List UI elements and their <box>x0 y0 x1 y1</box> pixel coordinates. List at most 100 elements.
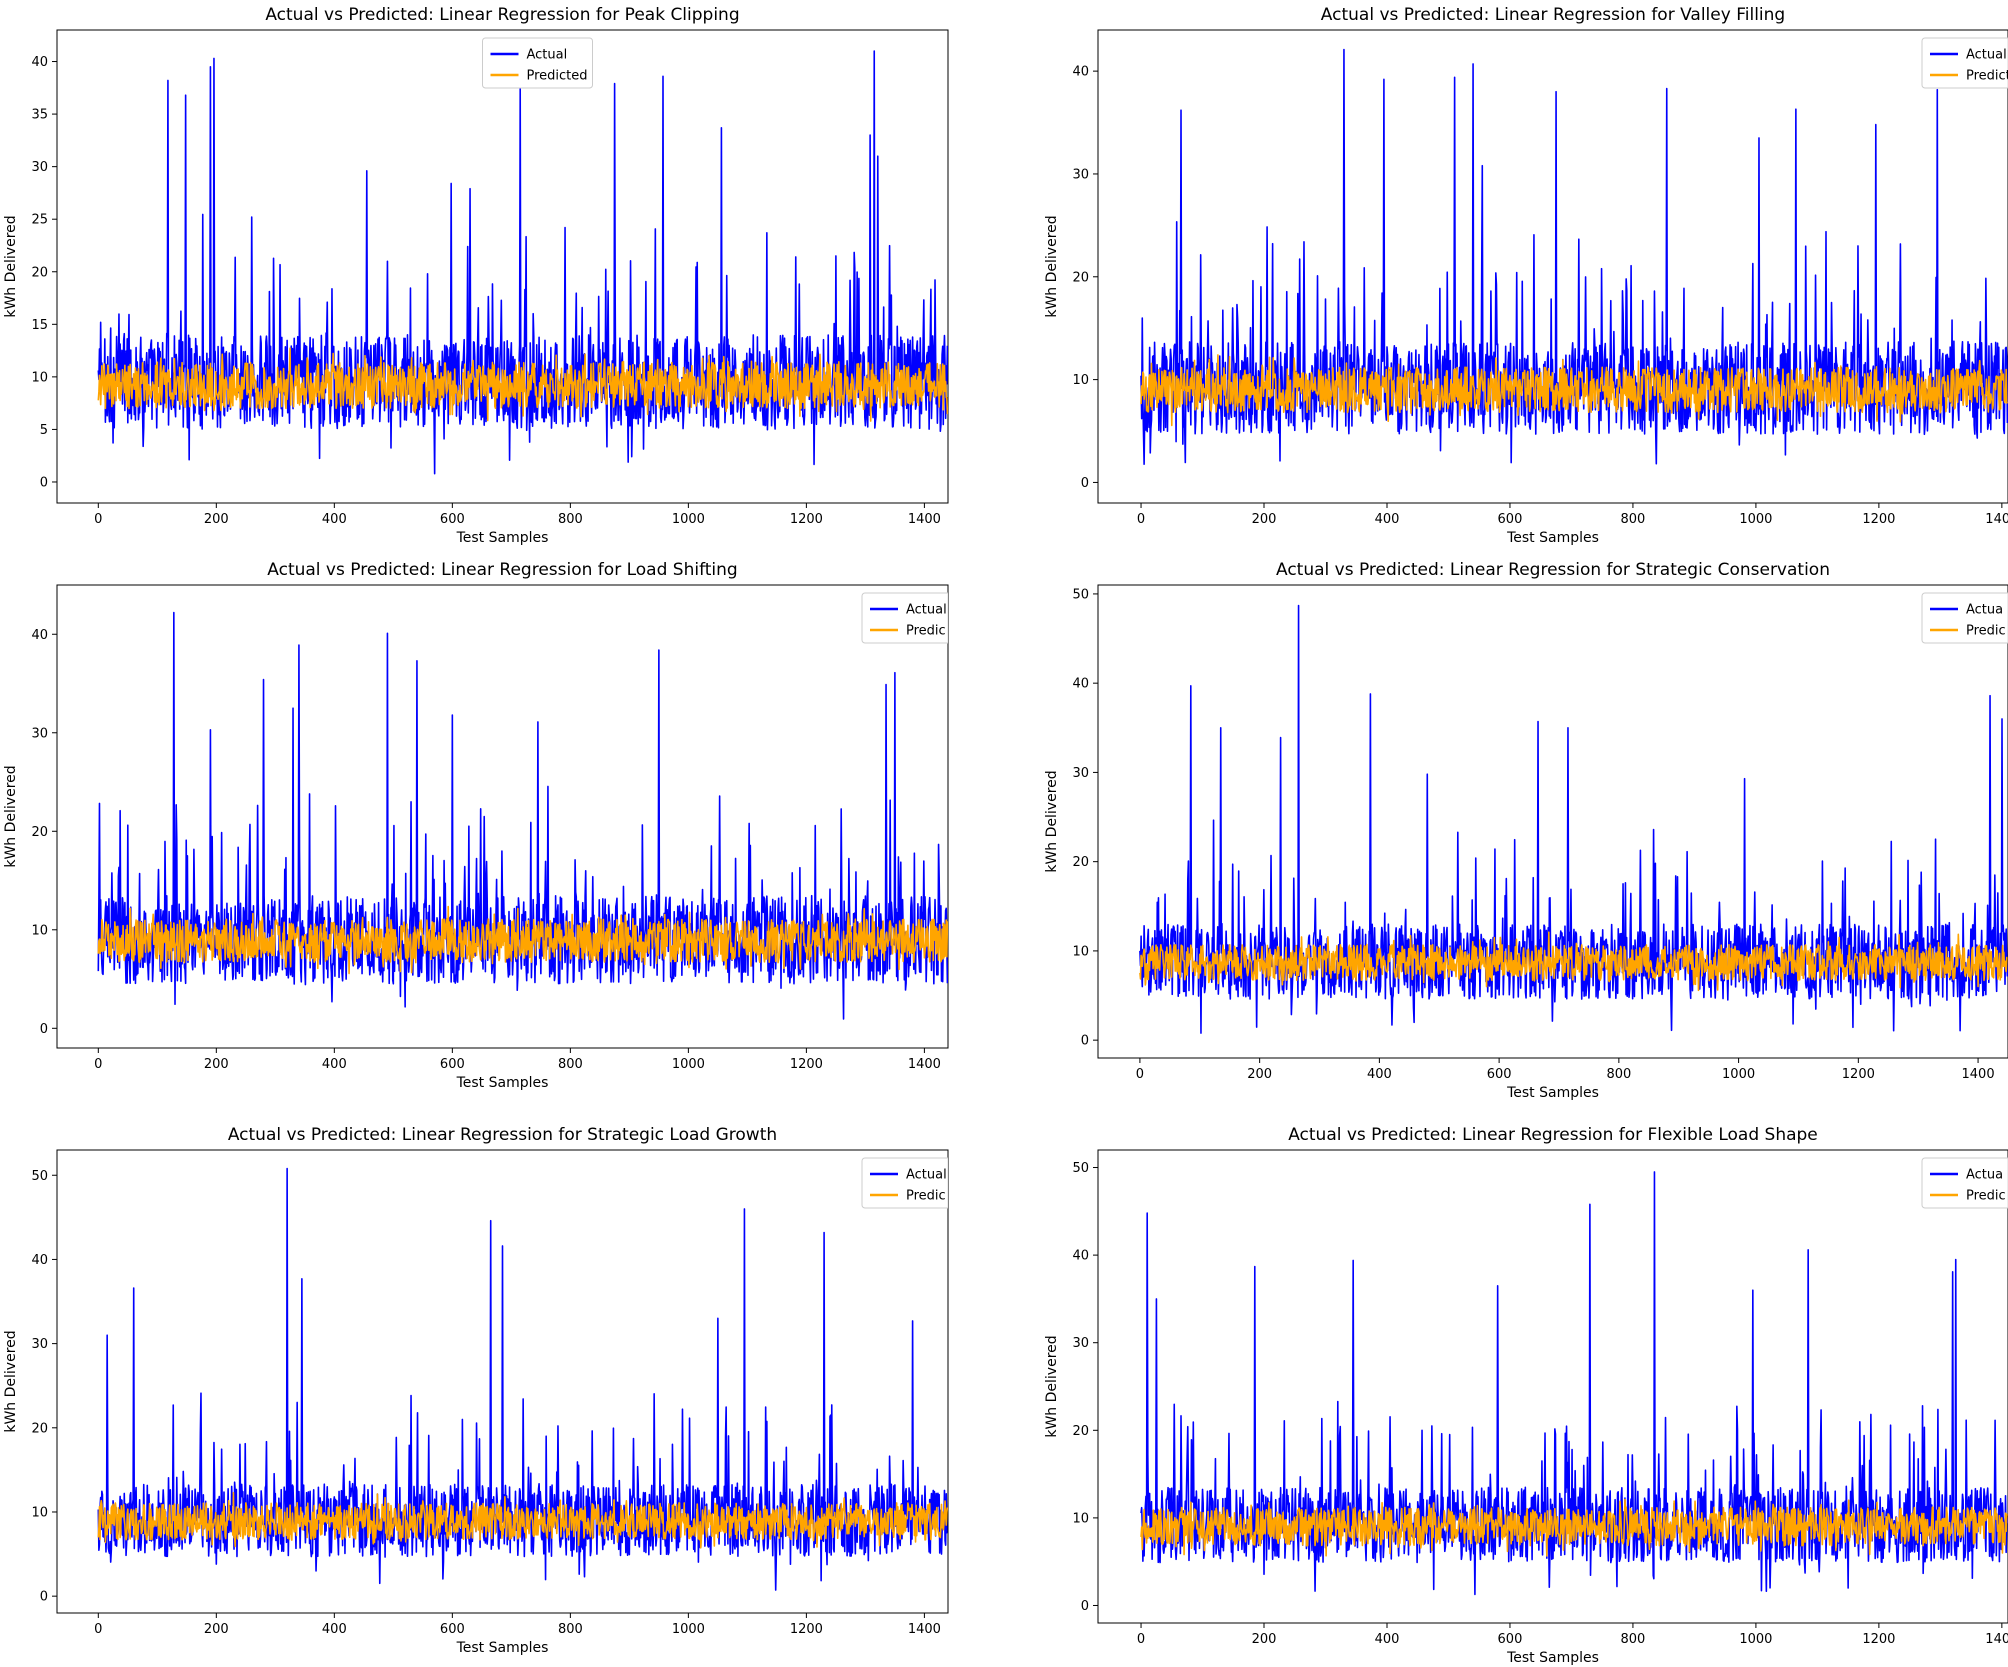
y-tick-label: 50 <box>1072 1161 1089 1176</box>
plot-frame <box>56 1149 949 1614</box>
legend-label-1: Predic <box>1966 624 2006 639</box>
x-axis-label: Test Samples <box>1506 530 1599 546</box>
y-axis-label: kWh Delivered <box>1044 1335 1060 1437</box>
x-tick-label: 600 <box>440 512 465 527</box>
series-line-predic <box>97 1491 948 1549</box>
y-tick-label: 40 <box>31 55 48 70</box>
x-tick-label: 400 <box>322 1057 347 1072</box>
x-tick-label: 200 <box>204 1622 229 1637</box>
subplot-strategic-conservation: Actual vs Predicted: Linear Regression f… <box>1044 560 2008 1101</box>
legend: Actual Predicted <box>482 37 593 89</box>
y-tick-label: 20 <box>1072 1424 1089 1439</box>
x-tick-label: 600 <box>440 1057 465 1072</box>
x-tick-label: 400 <box>322 512 347 527</box>
x-tick-label: 1000 <box>672 512 705 527</box>
x-tick-label: 400 <box>1375 512 1400 527</box>
plot-frame <box>56 584 949 1049</box>
x-axis-label: Test Samples <box>1506 1650 1599 1666</box>
x-tick-label: 800 <box>1621 1632 1646 1647</box>
subplot-flexible-load-shape: Actual vs Predicted: Linear Regression f… <box>1044 1125 2008 1666</box>
y-tick-label: 50 <box>1072 587 1089 602</box>
y-tick-label: 40 <box>1072 677 1089 692</box>
x-tick-label: 1400 <box>908 512 941 527</box>
legend-label-0: Actual <box>1966 48 2007 63</box>
legend: Actua Predic <box>1921 1157 2008 1209</box>
x-axis-label: Test Samples <box>456 530 549 546</box>
y-axis-label: kWh Delivered <box>3 215 19 317</box>
x-tick-label: 800 <box>1621 512 1646 527</box>
x-tick-label: 1400 <box>1985 1632 2008 1647</box>
legend-label-0: Actua <box>1966 603 2003 618</box>
x-axis-label: Test Samples <box>1506 1085 1599 1101</box>
y-tick-label: 30 <box>1072 1336 1089 1351</box>
y-tick-label: 40 <box>1072 1249 1089 1264</box>
y-axis-label: kWh Delivered <box>3 765 19 867</box>
x-tick-label: 600 <box>1498 512 1523 527</box>
x-tick-label: 400 <box>1375 1632 1400 1647</box>
plot-frame <box>1097 1149 2008 1624</box>
legend-label-1: Predicte <box>1966 69 2008 84</box>
y-axis-label: kWh Delivered <box>3 1330 19 1432</box>
legend-label-1: Predic <box>1966 1189 2006 1204</box>
x-tick-label: 200 <box>1247 1067 1272 1082</box>
subplot-load-shifting: Actual vs Predicted: Linear Regression f… <box>3 560 949 1091</box>
series-line-predicte <box>1140 354 2008 427</box>
series-line-predic <box>1139 931 2008 992</box>
x-tick-label: 800 <box>558 512 583 527</box>
x-tick-label: 1400 <box>1985 512 2008 527</box>
x-tick-label: 600 <box>440 1622 465 1637</box>
x-tick-label: 200 <box>1252 1632 1277 1647</box>
y-tick-label: 30 <box>31 726 48 741</box>
series-line-predic <box>1140 1498 2008 1557</box>
x-tick-label: 200 <box>1252 512 1277 527</box>
y-tick-label: 10 <box>31 923 48 938</box>
y-tick-label: 30 <box>31 160 48 175</box>
y-tick-label: 10 <box>1072 944 1089 959</box>
y-tick-label: 0 <box>1081 1599 1089 1614</box>
y-tick-label: 10 <box>1072 373 1089 388</box>
chart-title: Actual vs Predicted: Linear Regression f… <box>1276 560 1830 580</box>
y-tick-label: 40 <box>31 1253 48 1268</box>
x-axis-label: Test Samples <box>456 1640 549 1656</box>
x-tick-label: 0 <box>94 1057 102 1072</box>
x-tick-label: 0 <box>1137 512 1145 527</box>
legend-label-1: Predic <box>906 1189 946 1204</box>
x-tick-label: 600 <box>1498 1632 1523 1647</box>
x-tick-label: 800 <box>1606 1067 1631 1082</box>
x-tick-label: 1400 <box>908 1057 941 1072</box>
chart-title: Actual vs Predicted: Linear Regression f… <box>1321 5 1785 25</box>
subplot-strategic-load-growth: Actual vs Predicted: Linear Regression f… <box>3 1125 949 1656</box>
plot-frame <box>1097 29 2008 504</box>
chart-title: Actual vs Predicted: Linear Regression f… <box>267 560 737 580</box>
x-tick-label: 400 <box>322 1622 347 1637</box>
y-tick-label: 40 <box>31 628 48 643</box>
y-tick-label: 35 <box>31 108 48 123</box>
x-tick-label: 1200 <box>790 512 823 527</box>
legend-label-1: Predicted <box>527 69 588 84</box>
x-tick-label: 0 <box>1136 1067 1144 1082</box>
y-tick-label: 25 <box>31 213 48 228</box>
y-tick-label: 20 <box>31 825 48 840</box>
y-tick-label: 0 <box>40 1590 48 1605</box>
plot-frame <box>56 29 949 504</box>
x-tick-label: 1000 <box>1739 1632 1772 1647</box>
series-line-predic <box>97 905 948 975</box>
y-tick-label: 20 <box>1072 855 1089 870</box>
x-tick-label: 1400 <box>1962 1067 1995 1082</box>
legend: Actual Predicte <box>1921 37 2008 89</box>
y-axis-label: kWh Delivered <box>1044 770 1060 872</box>
y-tick-label: 0 <box>40 1022 48 1037</box>
x-tick-label: 200 <box>204 512 229 527</box>
x-tick-label: 0 <box>94 512 102 527</box>
series-line-predicted <box>97 347 948 422</box>
subplot-peak-clipping: Actual vs Predicted: Linear Regression f… <box>3 5 949 546</box>
y-tick-label: 5 <box>40 423 48 438</box>
legend-label-0: Actual <box>906 603 947 618</box>
y-tick-label: 40 <box>1072 65 1089 80</box>
chart-title: Actual vs Predicted: Linear Regression f… <box>228 1125 777 1145</box>
plot-frame <box>1097 584 2008 1059</box>
x-tick-label: 1200 <box>1842 1067 1875 1082</box>
x-tick-label: 0 <box>94 1622 102 1637</box>
y-tick-label: 15 <box>31 318 48 333</box>
